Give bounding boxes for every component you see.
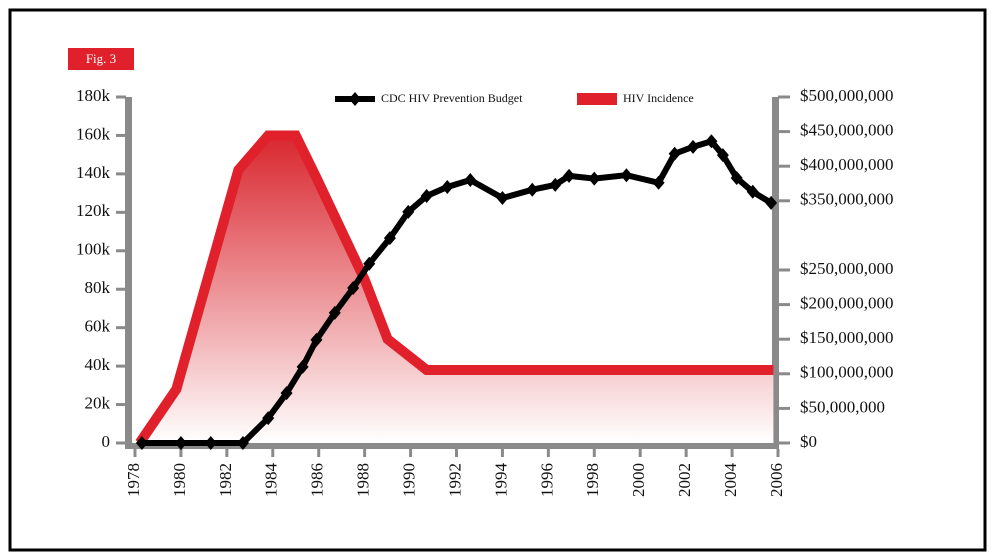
marker	[174, 436, 187, 450]
marker	[652, 175, 665, 190]
marker	[765, 195, 778, 210]
y2-tick-label: $150,000,000	[800, 328, 894, 347]
legend-marker	[349, 92, 361, 106]
x-tick-label: 1988	[354, 463, 373, 497]
marker	[526, 182, 539, 197]
x-tick-label: 2004	[721, 463, 740, 498]
marker	[441, 179, 454, 194]
marker	[746, 184, 759, 199]
y-tick-label: 180k	[76, 86, 111, 105]
fig-badge	[68, 48, 134, 70]
y2-tick-label: $0	[800, 432, 817, 451]
y-tick-label: 140k	[76, 163, 111, 182]
legend-label: CDC HIV Prevention Budget	[381, 91, 523, 105]
left-axis	[125, 97, 132, 449]
frame	[8, 8, 987, 552]
marker	[563, 168, 576, 183]
y2-tick-label: $200,000,000	[800, 294, 894, 313]
y2-tick-label: $100,000,000	[800, 363, 894, 382]
marker	[363, 256, 376, 271]
marker	[668, 146, 681, 161]
marker	[464, 173, 477, 188]
y2-tick-label: $400,000,000	[800, 155, 894, 174]
marker	[402, 204, 415, 219]
marker	[420, 188, 433, 203]
y2-tick-label: $450,000,000	[800, 121, 894, 140]
x-tick-label: 1986	[308, 463, 327, 497]
x-tick-label: 1980	[170, 463, 189, 497]
y-tick-label: 60k	[85, 317, 111, 336]
x-tick-label: 1990	[399, 463, 418, 497]
marker	[328, 305, 341, 320]
marker	[730, 170, 743, 185]
legend-swatch	[577, 93, 617, 105]
marker	[204, 436, 217, 450]
marker	[280, 386, 293, 401]
y2-tick-label: $250,000,000	[800, 259, 894, 278]
y-tick-label: 160k	[76, 124, 111, 143]
x-tick-label: 1994	[491, 463, 510, 498]
marker	[716, 148, 729, 163]
marker	[620, 168, 633, 183]
x-tick-label: 1992	[445, 463, 464, 497]
marker	[310, 332, 323, 347]
marker	[262, 411, 275, 426]
plot-area: 0 20k 40k 60k 80k 100k 120k 140k 160k 180k $0 $50,0…	[76, 86, 894, 497]
y-tick-label: 80k	[85, 278, 111, 297]
x-tick-label: 1998	[583, 463, 602, 497]
x-tick-label: 1978	[124, 463, 143, 497]
x-tick-label: 2002	[675, 463, 694, 497]
y-tick-label: 40k	[85, 355, 111, 374]
y-tick-label: 100k	[76, 240, 111, 259]
right-axis	[772, 97, 779, 449]
marker	[296, 359, 309, 374]
marker	[687, 139, 700, 154]
y-tick-label: 0	[102, 432, 111, 451]
marker	[236, 436, 249, 450]
marker	[549, 177, 562, 192]
x-tick-label: 2006	[767, 463, 786, 497]
y-tick-label: 120k	[76, 201, 111, 220]
y2-tick-label: $50,000,000	[800, 397, 885, 416]
y-tick-label: 20k	[85, 393, 111, 412]
legend-label: HIV Incidence	[623, 91, 694, 105]
y2-tick-label: $500,000,000	[800, 86, 894, 105]
x-tick-label: 1984	[262, 463, 281, 498]
line	[135, 130, 774, 446]
y2-tick-label: $350,000,000	[800, 190, 894, 209]
marker	[705, 134, 718, 149]
x-tick-label: 1996	[537, 463, 556, 497]
marker	[135, 436, 148, 450]
fig-label: Fig. 3	[86, 51, 116, 66]
marker	[383, 231, 396, 246]
x-tick-label: 1982	[216, 463, 235, 497]
marker	[496, 191, 509, 206]
x-axis	[125, 443, 779, 449]
marker	[588, 171, 601, 186]
marker	[347, 280, 360, 295]
x-tick-label: 2000	[629, 463, 648, 497]
